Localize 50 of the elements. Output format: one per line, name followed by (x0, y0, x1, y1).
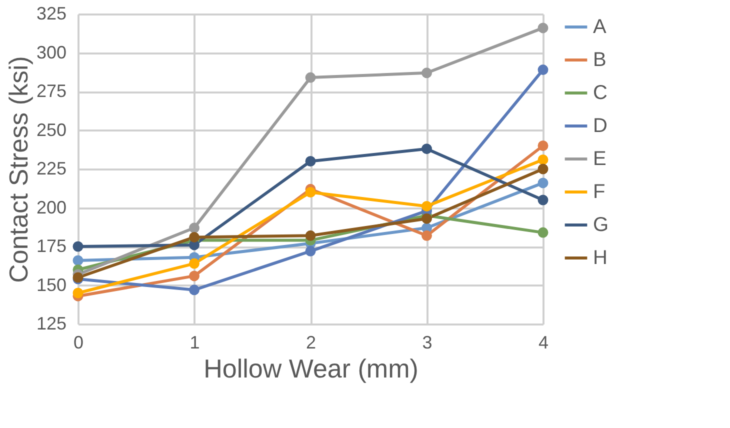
point (305, 246, 316, 256)
point (305, 187, 316, 198)
y-tick-label: 325 (36, 4, 66, 24)
y-tick-label: 275 (36, 81, 66, 101)
point (189, 232, 200, 242)
legend-label: B (593, 49, 606, 71)
point (538, 140, 548, 151)
y-tick-label: 300 (36, 42, 66, 62)
point (305, 72, 316, 83)
point (538, 227, 548, 238)
point (538, 64, 548, 76)
y-tick-label: 175 (36, 236, 66, 256)
legend-label: G (593, 214, 609, 236)
point (72, 241, 84, 252)
point (422, 144, 432, 154)
y-tick-label: 250 (36, 120, 66, 140)
legend-label: A (593, 16, 607, 38)
y-tick-label: 125 (36, 314, 66, 334)
point (305, 156, 316, 166)
point (538, 178, 548, 188)
point (422, 230, 432, 241)
x-tick-label: 4 (538, 332, 549, 352)
legend-label: D (593, 115, 608, 137)
x-tick-label: 0 (73, 332, 84, 352)
point (305, 230, 316, 241)
y-tick-label: 150 (36, 274, 66, 295)
legend-label: C (593, 82, 608, 104)
legend-label: E (593, 148, 606, 170)
point (189, 270, 200, 282)
x-tick-label: 3 (422, 332, 432, 352)
point (538, 154, 548, 165)
legend-label: F (593, 181, 606, 203)
point (422, 213, 432, 224)
point (422, 68, 432, 78)
y-tick-label: 225 (36, 158, 66, 178)
x-tick-label: 2 (306, 332, 316, 352)
point (72, 255, 84, 266)
x-tick-label: 1 (190, 332, 200, 352)
point (538, 164, 548, 174)
legend-label: H (593, 247, 608, 269)
point (538, 22, 548, 34)
x-axis-title: Hollow Wear (mm) (204, 354, 418, 384)
point (189, 258, 200, 269)
point (189, 222, 200, 234)
point (189, 284, 200, 296)
y-tick-label: 200 (36, 197, 66, 218)
point (422, 200, 432, 212)
y-axis-title: Contact Stress (ksi) (3, 56, 34, 283)
point (72, 288, 84, 298)
point (538, 194, 548, 206)
